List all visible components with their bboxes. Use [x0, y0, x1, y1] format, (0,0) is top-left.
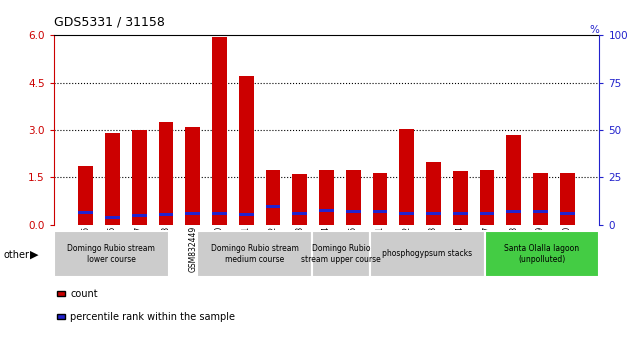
Text: Domingo Rubio
stream upper course: Domingo Rubio stream upper course [301, 244, 380, 264]
Text: percentile rank within the sample: percentile rank within the sample [70, 312, 235, 322]
Text: other: other [3, 250, 29, 260]
Text: Domingo Rubio stream
lower course: Domingo Rubio stream lower course [67, 244, 155, 264]
Bar [132, 130, 146, 225]
Bar [399, 212, 414, 215]
Bar [560, 173, 575, 225]
Bar [346, 210, 361, 213]
Bar [292, 174, 307, 225]
Bar [373, 173, 387, 225]
Bar [453, 171, 468, 225]
Text: Domingo Rubio stream
medium course: Domingo Rubio stream medium course [211, 244, 298, 264]
Bar [533, 210, 548, 213]
Bar [105, 216, 120, 219]
Bar [426, 212, 441, 215]
Bar [292, 212, 307, 215]
Bar [105, 133, 120, 225]
Text: ▶: ▶ [30, 250, 38, 260]
Text: GDS5331 / 31158: GDS5331 / 31158 [54, 16, 165, 29]
Bar [186, 127, 200, 225]
FancyBboxPatch shape [370, 231, 485, 277]
Bar [266, 205, 280, 209]
Text: Santa Olalla lagoon
(unpolluted): Santa Olalla lagoon (unpolluted) [504, 244, 579, 264]
Bar [186, 212, 200, 215]
Bar [239, 213, 254, 216]
Bar [507, 135, 521, 225]
Bar [158, 213, 174, 216]
Bar [212, 212, 227, 215]
Bar [480, 212, 495, 215]
Text: %: % [589, 25, 599, 35]
Bar [480, 170, 495, 225]
Text: count: count [70, 289, 98, 299]
Bar [533, 173, 548, 225]
Bar [132, 214, 146, 217]
FancyBboxPatch shape [198, 231, 312, 277]
Bar [78, 166, 93, 225]
Bar [319, 209, 334, 212]
Bar [399, 129, 414, 225]
Bar [319, 170, 334, 225]
Bar [239, 76, 254, 225]
Text: phosphogypsum stacks: phosphogypsum stacks [382, 250, 472, 258]
Bar [453, 212, 468, 215]
Bar [560, 212, 575, 215]
Bar [426, 162, 441, 225]
FancyBboxPatch shape [54, 231, 168, 277]
Bar [158, 122, 174, 225]
Bar [212, 37, 227, 225]
FancyBboxPatch shape [485, 231, 599, 277]
Bar [507, 210, 521, 213]
Bar [78, 211, 93, 214]
Bar [373, 210, 387, 213]
Bar [266, 170, 280, 225]
Bar [346, 170, 361, 225]
FancyBboxPatch shape [312, 231, 370, 277]
